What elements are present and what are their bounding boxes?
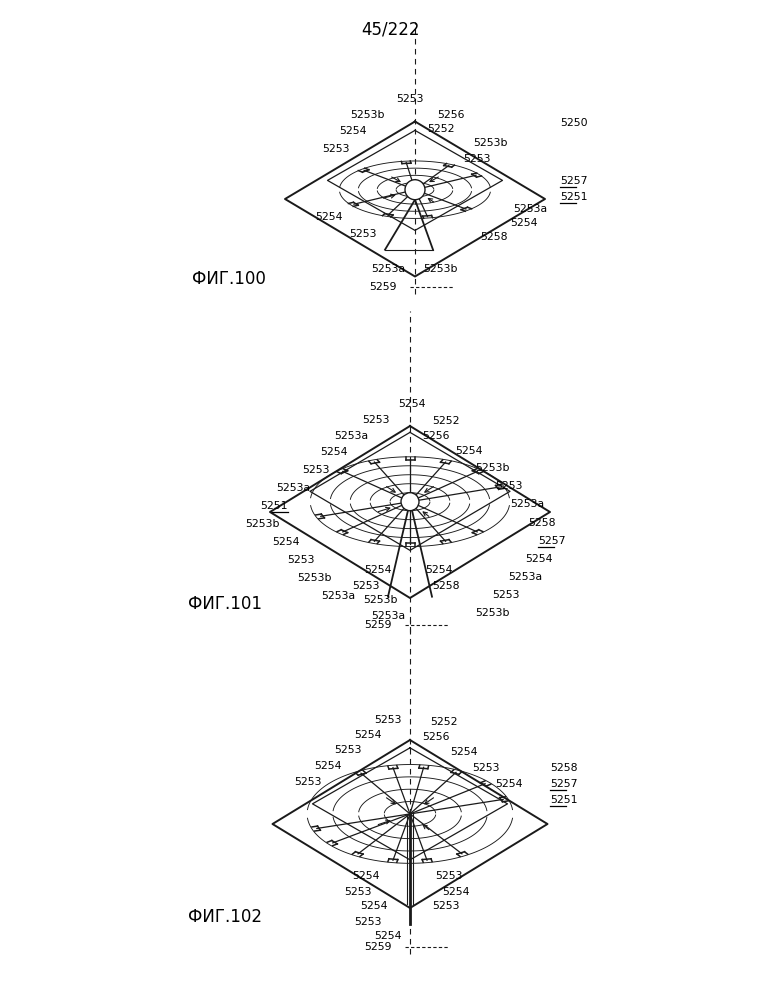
- Text: 5254: 5254: [450, 747, 478, 757]
- Text: 5253a: 5253a: [508, 572, 542, 582]
- Text: 5254: 5254: [425, 565, 452, 575]
- Circle shape: [405, 180, 425, 200]
- Text: 5253: 5253: [363, 415, 390, 425]
- Text: 5250: 5250: [560, 119, 587, 129]
- Text: 5257: 5257: [560, 176, 587, 186]
- Text: 5253: 5253: [350, 229, 377, 239]
- Text: 5258: 5258: [432, 581, 459, 591]
- Text: 5256: 5256: [422, 431, 449, 441]
- Text: 5253: 5253: [472, 763, 499, 773]
- Text: 5259: 5259: [370, 282, 397, 292]
- Text: 5253: 5253: [294, 777, 322, 787]
- Text: 5259: 5259: [364, 942, 392, 952]
- Text: 5253b: 5253b: [475, 608, 510, 618]
- Text: 5251: 5251: [550, 795, 577, 805]
- Text: ФИГ.102: ФИГ.102: [188, 908, 262, 926]
- Text: 5258: 5258: [550, 763, 577, 773]
- Text: 5253: 5253: [374, 715, 402, 725]
- Circle shape: [401, 493, 419, 510]
- Text: 5253: 5253: [396, 95, 424, 105]
- Text: 5253: 5253: [344, 887, 372, 897]
- Text: 5253: 5253: [492, 590, 520, 600]
- Text: 5253: 5253: [303, 465, 330, 475]
- Text: 5253b: 5253b: [350, 111, 385, 121]
- Text: 5253: 5253: [435, 871, 462, 881]
- Text: 5253: 5253: [353, 581, 380, 591]
- Text: 5254: 5254: [314, 761, 342, 771]
- Text: 5253: 5253: [334, 745, 362, 755]
- Text: 5253: 5253: [432, 901, 459, 911]
- Text: 5252: 5252: [427, 125, 455, 135]
- Text: 5252: 5252: [430, 717, 458, 727]
- Text: 5258: 5258: [528, 518, 556, 528]
- Text: 5253b: 5253b: [475, 463, 510, 473]
- Text: 5251: 5251: [260, 501, 288, 511]
- Text: 5253: 5253: [354, 917, 382, 927]
- Text: 5254: 5254: [442, 887, 469, 897]
- Text: 5254: 5254: [495, 779, 523, 789]
- Text: 45/222: 45/222: [361, 20, 419, 38]
- Text: 5253a: 5253a: [371, 611, 405, 621]
- Text: 5253a: 5253a: [371, 264, 405, 274]
- Text: 5253: 5253: [287, 555, 315, 565]
- Text: ФИГ.101: ФИГ.101: [188, 595, 262, 613]
- Text: 5254: 5254: [364, 565, 392, 575]
- Text: 5254: 5254: [398, 399, 425, 409]
- Text: 5253b: 5253b: [297, 573, 332, 583]
- Text: ФИГ.100: ФИГ.100: [192, 270, 266, 288]
- Text: 5254: 5254: [455, 446, 482, 456]
- Text: 5256: 5256: [422, 732, 449, 742]
- Text: 5253a: 5253a: [276, 483, 310, 493]
- Text: 5253a: 5253a: [510, 499, 544, 509]
- Text: 5257: 5257: [538, 536, 566, 546]
- Text: 5256: 5256: [437, 111, 465, 121]
- Text: 5254: 5254: [361, 901, 388, 911]
- Text: 5252: 5252: [432, 416, 459, 426]
- Text: 5253b: 5253b: [473, 139, 507, 149]
- Text: 5254: 5254: [316, 212, 343, 222]
- Text: 5253: 5253: [323, 145, 350, 155]
- Text: 5251: 5251: [560, 192, 587, 202]
- Text: 5254: 5254: [510, 218, 537, 228]
- Text: 5254: 5254: [374, 931, 402, 941]
- Text: 5254: 5254: [354, 730, 382, 740]
- Text: 5253a: 5253a: [321, 591, 355, 601]
- Text: 5253b: 5253b: [364, 595, 398, 605]
- Text: 5254: 5254: [340, 127, 367, 137]
- Text: 5253: 5253: [463, 155, 490, 165]
- Text: 5254: 5254: [273, 537, 300, 547]
- Text: 5253b: 5253b: [423, 264, 458, 274]
- Text: 5254: 5254: [320, 447, 348, 457]
- Text: 5258: 5258: [480, 232, 507, 242]
- Text: 5254: 5254: [353, 871, 380, 881]
- Text: 5257: 5257: [550, 779, 577, 789]
- Text: 5253a: 5253a: [334, 431, 368, 441]
- Text: 5253b: 5253b: [245, 519, 280, 529]
- Text: 5253a: 5253a: [513, 204, 547, 214]
- Text: 5253: 5253: [495, 481, 523, 491]
- Text: 5259: 5259: [364, 620, 392, 630]
- Text: 5254: 5254: [525, 554, 553, 564]
